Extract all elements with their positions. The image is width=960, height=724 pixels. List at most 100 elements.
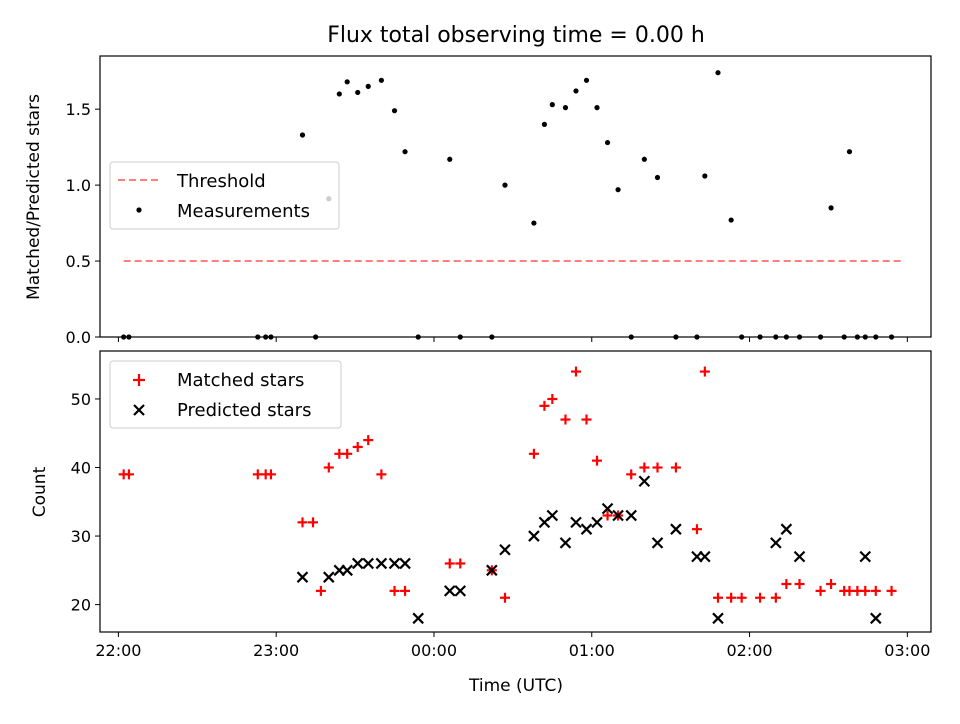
bottom-y-tick-label: 40 — [71, 459, 91, 478]
predicted-star-point — [699, 550, 711, 563]
predicted-star-point — [486, 564, 498, 577]
predicted-star-point — [362, 557, 375, 570]
matched-star-point — [770, 592, 781, 603]
measurement-point — [715, 70, 721, 76]
matched-star-point — [581, 414, 592, 425]
matched-star-point — [592, 455, 603, 466]
measurement-point — [457, 334, 463, 340]
measurement-point — [531, 220, 537, 226]
measurement-point — [757, 334, 763, 340]
predicted-star-point — [580, 523, 593, 535]
top-y-ticks: 0.0 0.5 1.0 1.5 — [66, 100, 100, 347]
matched-star-point — [400, 585, 411, 596]
bottom-y-tick-label: 20 — [71, 596, 91, 615]
matched-star-point — [736, 592, 747, 603]
measurement-point — [391, 108, 398, 114]
matched-star-point — [499, 592, 510, 603]
measurement-point — [862, 334, 868, 340]
measurement-point — [604, 139, 611, 146]
matched-star-point — [602, 510, 613, 521]
measurement-point — [365, 83, 371, 89]
measurement-point — [255, 334, 261, 340]
measurement-point — [828, 205, 834, 211]
predicted-star-point — [591, 516, 603, 529]
predicted-star-point — [670, 523, 682, 535]
matched-star-point — [726, 592, 737, 603]
measurement-point — [344, 79, 350, 85]
measurement-point — [846, 149, 853, 155]
matched-star-point — [826, 579, 837, 590]
measurement-point — [654, 174, 661, 181]
matched-star-point — [670, 462, 681, 473]
matched-star-point — [712, 592, 723, 603]
measurement-point — [817, 334, 824, 340]
predicted-star-point — [869, 612, 882, 625]
matched-star-point — [342, 448, 353, 459]
bottom-y-tick-label: 50 — [71, 390, 91, 409]
matched-star-point — [870, 585, 881, 596]
matched-star-point — [455, 558, 466, 569]
predicted-star-point — [296, 571, 309, 583]
bottom-x-ticks: 22:00 23:00 00:00 01:00 02:00 03:00 — [95, 632, 930, 660]
matched-star-point — [652, 462, 663, 473]
measurement-point — [126, 334, 132, 340]
matched-star-point — [570, 366, 581, 377]
x-axis-label: Time (UTC) — [468, 676, 563, 696]
matched-star-point — [389, 585, 400, 596]
bottom-y-ticks: 20 30 40 50 — [71, 390, 100, 615]
measurement-point — [796, 334, 803, 340]
bottom-legend-box — [109, 360, 342, 429]
measurement-point — [263, 334, 269, 340]
measurement-point — [541, 121, 548, 127]
predicted-star-point — [546, 509, 559, 522]
legend-predicted-label: Predicted stars — [177, 400, 311, 421]
matched-star-point — [297, 517, 308, 528]
predicted-star-point — [780, 523, 793, 535]
bottom-y-tick-label: 30 — [71, 527, 91, 546]
matched-star-point — [308, 517, 319, 528]
matched-star-point — [352, 441, 363, 452]
measurement-point — [378, 77, 384, 83]
predicted-star-point — [341, 564, 353, 577]
top-legend: Threshold Measurements — [109, 161, 340, 230]
measurement-point — [728, 217, 734, 223]
matched-star-point — [444, 558, 455, 569]
matched-star-point — [560, 414, 571, 425]
predicted-star-point — [528, 530, 540, 542]
top-panel-frame — [99, 55, 932, 338]
matched-star-point — [539, 400, 550, 411]
measurement-point — [447, 156, 453, 162]
predicted-star-point — [859, 550, 872, 563]
measurement-point — [854, 334, 860, 340]
measurement-point — [583, 77, 590, 83]
predicted-star-point — [351, 557, 364, 570]
measurement-point — [299, 132, 306, 138]
legend-matched-swatch — [133, 374, 145, 386]
measurement-point — [702, 173, 708, 179]
matched-star-point — [528, 448, 539, 459]
top-y-tick-label: 1.5 — [66, 100, 91, 119]
predicted-star-point — [651, 537, 664, 549]
x-tick-label: 00:00 — [411, 641, 457, 660]
matched-star-point — [691, 524, 702, 535]
measurement-point — [773, 334, 779, 340]
predicted-star-point — [388, 557, 401, 570]
chart-title: Flux total observing time = 0.00 h — [327, 23, 705, 48]
top-x-ticks — [117, 337, 908, 342]
x-tick-label: 23:00 — [253, 641, 299, 660]
top-y-tick-label: 0.5 — [66, 252, 91, 271]
predicted-star-point — [399, 557, 411, 570]
matched-star-point — [123, 469, 134, 480]
matched-star-point — [265, 469, 276, 480]
measurement-point — [562, 105, 569, 111]
predicted-star-point — [443, 585, 456, 597]
measurement-point — [628, 334, 634, 340]
measurement-point — [873, 334, 879, 340]
measurement-point — [783, 334, 789, 340]
measurement-point — [549, 102, 555, 108]
predicted-star-point — [601, 502, 614, 515]
bottom-y-axis-label: Count — [30, 466, 50, 517]
measurement-point — [402, 149, 408, 155]
